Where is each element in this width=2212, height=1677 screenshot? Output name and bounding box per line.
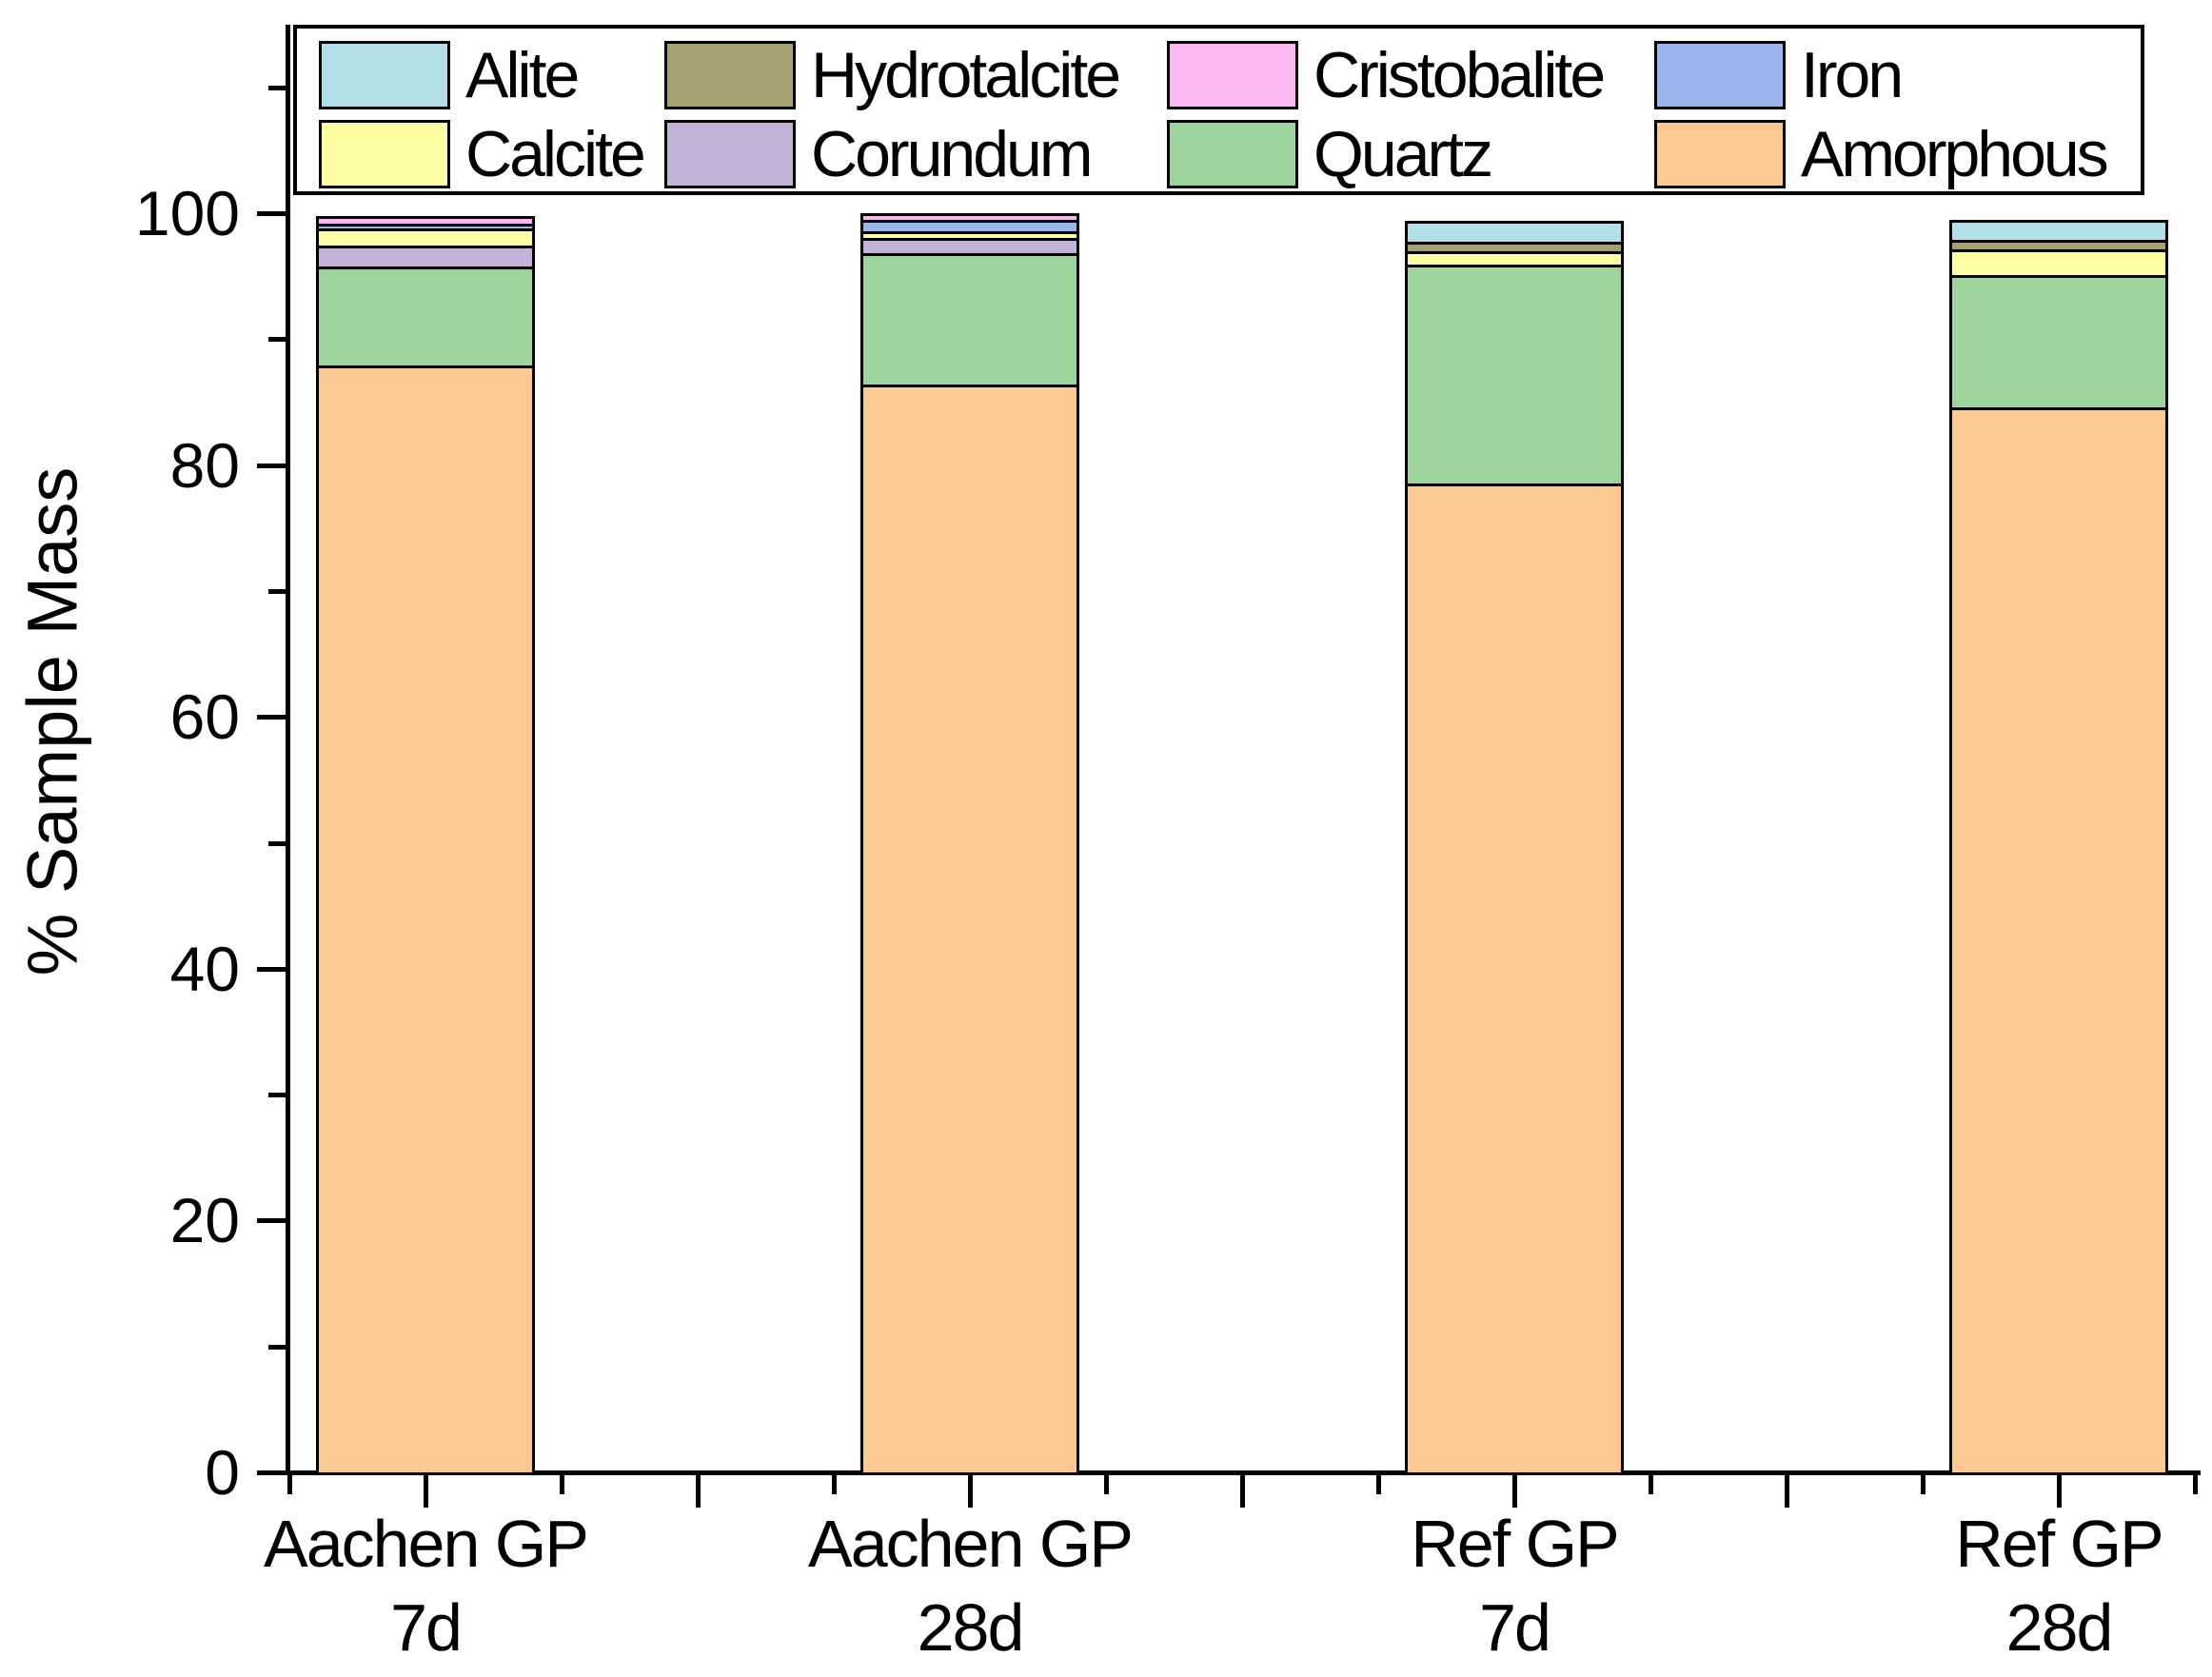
y-tick-label: 20	[169, 1185, 240, 1256]
y-tick-label: 0	[205, 1437, 240, 1508]
x-minor-tick	[1376, 1475, 1381, 1494]
x-axis-line	[286, 1470, 2201, 1475]
bar-ref-gp-7d	[1405, 0, 1624, 1472]
x-major-tick	[1512, 1475, 1517, 1508]
legend-swatch-iron	[1654, 41, 1786, 109]
y-axis-line	[286, 25, 290, 1475]
legend-swatch-amorphous	[1654, 120, 1786, 188]
legend-label-calcite: Calcite	[465, 118, 646, 190]
legend-label-iron: Iron	[1801, 39, 1904, 111]
bar-segment-amorphous	[316, 365, 535, 1472]
y-tick-label: 60	[169, 681, 240, 753]
y-major-tick	[257, 966, 286, 972]
bar-segment-hydrotalcite	[1949, 239, 2168, 250]
x-major-tick	[968, 1475, 973, 1508]
bar-segment-alite	[1949, 219, 2168, 240]
legend-label-quartz: Quartz	[1313, 118, 1493, 190]
bar-ref-gp-28d	[1949, 0, 2168, 1472]
legend-label-hydrotalcite: Hydrotalcite	[811, 39, 1121, 111]
x-major-tick	[696, 1475, 701, 1508]
bar-segment-quartz	[316, 266, 535, 366]
y-minor-tick	[268, 1093, 286, 1098]
bar-segment-alite	[1405, 220, 1624, 243]
y-major-tick	[257, 211, 286, 216]
legend-label-corundum: Corundum	[811, 118, 1093, 190]
legend-swatch-corundum	[664, 120, 796, 188]
x-major-tick	[424, 1475, 428, 1508]
bar-segment-quartz	[860, 253, 1079, 385]
legend-item-iron: Iron	[1654, 39, 1904, 111]
legend-swatch-quartz	[1167, 120, 1298, 188]
legend-swatch-cristobalite	[1167, 41, 1298, 109]
x-category-label: Aachen GP 7d	[121, 1502, 730, 1669]
legend-box: Alite Hydrotalcite Cristobalite Iron Calcite…	[293, 25, 2144, 195]
y-tick-label: 80	[169, 429, 240, 501]
y-major-tick	[257, 463, 286, 468]
x-category-label: Aachen GP 28d	[665, 1502, 1274, 1669]
y-minor-tick	[268, 337, 286, 343]
x-minor-tick	[560, 1475, 564, 1494]
bar-segment-cristobalite	[316, 215, 535, 224]
x-major-tick	[1785, 1475, 1789, 1508]
bar-segment-cristobalite	[860, 213, 1079, 220]
legend-item-cristobalite: Cristobalite	[1167, 39, 1606, 111]
x-category-label-line2: 28d	[917, 1590, 1025, 1665]
bar-segment-calcite	[316, 227, 535, 247]
bar-segment-iron	[860, 219, 1079, 231]
y-major-tick	[257, 1218, 286, 1224]
bar-segment-amorphous	[1949, 406, 2168, 1472]
bar-segment-amorphous	[860, 384, 1079, 1472]
x-category-label: Ref GP 7d	[1210, 1502, 1819, 1669]
bar-segment-quartz	[1405, 265, 1624, 484]
bar-aachen-gp-28d	[860, 0, 1079, 1472]
legend-label-amorphous: Amorphous	[1801, 118, 2109, 190]
legend-swatch-alite	[319, 41, 450, 109]
legend-item-amorphous: Amorphous	[1654, 118, 2109, 190]
bar-segment-iron	[316, 223, 535, 228]
legend-item-corundum: Corundum	[664, 118, 1093, 190]
bar-segment-corundum	[860, 238, 1079, 254]
x-category-label-line2: 7d	[1479, 1590, 1551, 1665]
x-minor-tick	[832, 1475, 837, 1494]
x-major-tick	[2057, 1475, 2062, 1508]
x-minor-tick	[1921, 1475, 1926, 1494]
x-category-label-line1: Ref GP	[1411, 1507, 1620, 1581]
legend-label-cristobalite: Cristobalite	[1313, 39, 1606, 111]
x-category-label: Ref GP 28d	[1754, 1502, 2212, 1669]
y-minor-tick	[268, 588, 286, 594]
legend-item-calcite: Calcite	[319, 118, 646, 190]
y-minor-tick	[268, 85, 286, 90]
bar-segment-calcite	[860, 230, 1079, 239]
x-category-label-line2: 28d	[2005, 1590, 2114, 1665]
x-category-label-line1: Ref GP	[1955, 1507, 2164, 1581]
y-tick-label: 100	[134, 178, 240, 248]
x-category-label-line1: Aachen GP	[808, 1507, 1134, 1581]
y-major-tick	[257, 1470, 286, 1475]
x-minor-tick	[1649, 1475, 1653, 1494]
bar-segment-corundum	[316, 246, 535, 266]
x-major-tick	[1240, 1475, 1245, 1508]
bar-segment-amorphous	[1405, 483, 1624, 1472]
x-minor-tick	[287, 1475, 292, 1494]
y-minor-tick	[268, 1344, 286, 1350]
x-category-label-line2: 7d	[390, 1590, 463, 1665]
x-category-label-line1: Aachen GP	[264, 1507, 589, 1581]
legend-swatch-hydrotalcite	[664, 41, 796, 109]
bar-aachen-gp-7d	[316, 0, 535, 1472]
y-tick-label: 40	[169, 933, 240, 1004]
y-major-tick	[257, 715, 286, 720]
legend-label-alite: Alite	[465, 39, 580, 111]
x-minor-tick	[1104, 1475, 1109, 1494]
y-minor-tick	[268, 840, 286, 846]
legend-item-alite: Alite	[319, 39, 580, 111]
bar-segment-calcite	[1405, 250, 1624, 266]
bar-segment-quartz	[1949, 274, 2168, 407]
bar-segment-calcite	[1949, 249, 2168, 275]
legend-item-hydrotalcite: Hydrotalcite	[664, 39, 1121, 111]
legend-item-quartz: Quartz	[1167, 118, 1493, 190]
legend-swatch-calcite	[319, 120, 450, 188]
bar-segment-hydrotalcite	[1405, 242, 1624, 251]
x-minor-tick	[2193, 1475, 2198, 1494]
